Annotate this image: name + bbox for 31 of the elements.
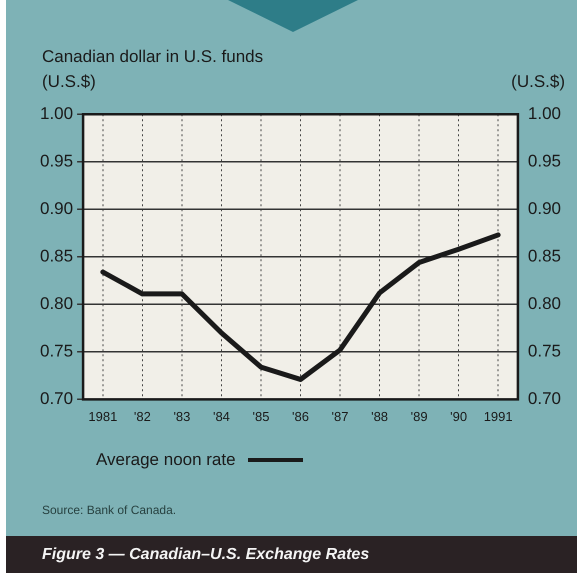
x-tick-label: '83: [173, 408, 190, 424]
y2-tick-label: 0.85: [528, 246, 562, 266]
y-tick-label: 0.85: [40, 246, 74, 266]
y2-tick-label: 1.00: [528, 104, 562, 123]
y-axis-title: (U.S.$): [42, 72, 96, 92]
x-tick-label: 1991: [484, 408, 513, 424]
x-tick-label: '88: [371, 408, 388, 424]
y-tick-label: 0.90: [40, 198, 74, 218]
y2-tick-label: 0.75: [528, 342, 562, 361]
x-tick-label: '89: [410, 408, 428, 424]
y2-axis-title: (U.S.$): [511, 72, 565, 92]
legend-label: Average noon rate: [96, 450, 236, 470]
x-tick-label: '86: [292, 408, 309, 424]
x-tick-label: '85: [252, 408, 270, 424]
y2-tick-label: 0.80: [528, 294, 562, 314]
source-note: Source: Bank of Canada.: [42, 503, 176, 517]
y2-tick-label: 0.90: [528, 198, 562, 218]
text: Figure 3 — Canadian–U.S. Exchange Rates: [6, 536, 577, 573]
x-tick-label: '87: [332, 408, 349, 424]
y2-tick-label: 0.70: [528, 389, 562, 408]
y-tick-label: 0.75: [40, 342, 74, 361]
y-tick-label: 0.95: [40, 151, 74, 170]
chart-subtitle: Canadian dollar in U.S. funds: [42, 47, 264, 67]
x-tick-label: '90: [450, 408, 468, 424]
y-tick-label: 0.70: [40, 389, 74, 408]
y-tick-label: 0.80: [40, 294, 74, 314]
y2-tick-label: 0.95: [528, 151, 562, 170]
y-tick-label: 1.00: [40, 104, 74, 123]
x-tick-label: 1981: [88, 408, 118, 424]
x-tick-label: '84: [212, 408, 230, 424]
x-tick-label: '82: [134, 408, 151, 424]
